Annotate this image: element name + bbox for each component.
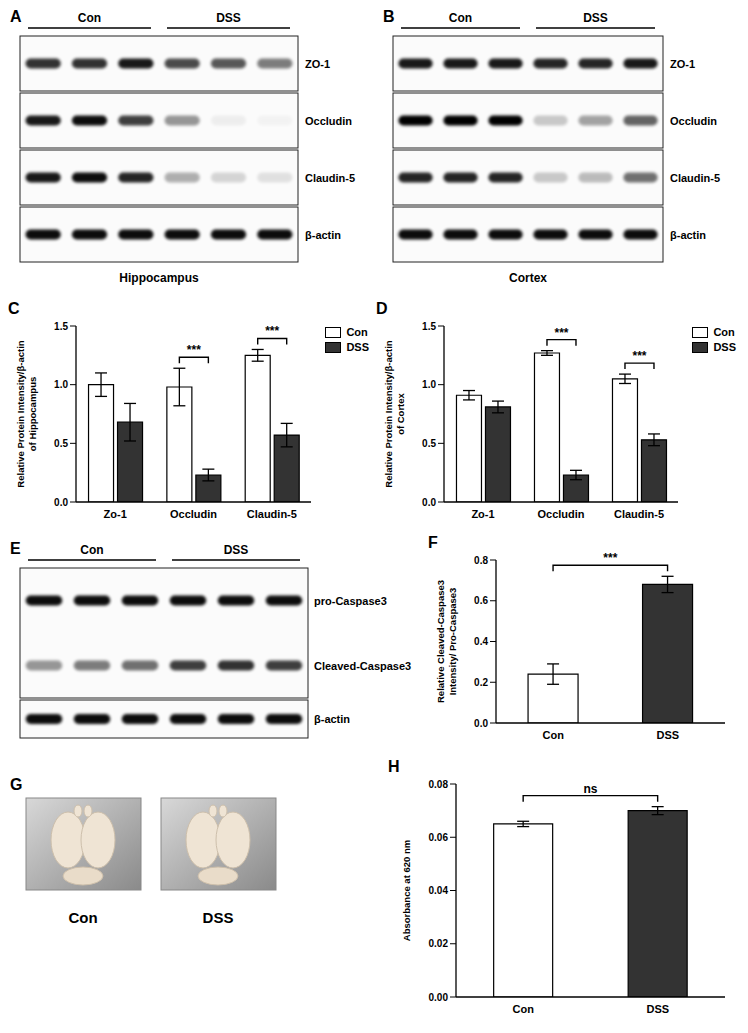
svg-text:Occludin: Occludin	[537, 508, 584, 520]
svg-text:1.0: 1.0	[54, 379, 68, 390]
svg-text:1.0: 1.0	[422, 379, 436, 390]
svg-text:0.8: 0.8	[474, 555, 488, 566]
svg-text:0.6: 0.6	[474, 595, 488, 606]
svg-text:0.04: 0.04	[429, 885, 449, 896]
svg-text:Hippocampus: Hippocampus	[119, 271, 199, 285]
svg-text:E: E	[10, 540, 21, 557]
svg-text:Con: Con	[513, 1003, 535, 1015]
svg-text:pro-Caspase3: pro-Caspase3	[314, 595, 387, 607]
svg-text:Relative Cleaved-Caspase3Inten: Relative Cleaved-Caspase3Intensity/ Pro-…	[435, 580, 458, 703]
svg-text:ns: ns	[583, 782, 597, 796]
html-text:D: D	[376, 300, 388, 317]
svg-text:DSS: DSS	[216, 11, 241, 25]
svg-text:Claudin-5: Claudin-5	[247, 508, 297, 520]
svg-text:Relative Protein Intensity/β-a: Relative Protein Intensity/β-actinof Hip…	[15, 340, 38, 487]
svg-text:Con: Con	[80, 543, 103, 557]
svg-text:Claudin-5: Claudin-5	[614, 508, 664, 520]
svg-text:0.0: 0.0	[422, 497, 436, 508]
svg-text:***: ***	[632, 349, 646, 363]
svg-text:0.00: 0.00	[429, 992, 449, 1003]
svg-text:Con: Con	[68, 909, 97, 926]
svg-text:DSS: DSS	[583, 11, 608, 25]
svg-text:***: ***	[603, 551, 617, 565]
html-text:DSS: DSS	[713, 341, 736, 353]
svg-text:1.5: 1.5	[54, 321, 68, 332]
svg-text:0.06: 0.06	[429, 832, 449, 843]
html-text:F: F	[428, 534, 438, 551]
svg-text:Con: Con	[78, 11, 101, 25]
svg-text:Cleaved-Caspase3: Cleaved-Caspase3	[314, 660, 411, 672]
svg-text:Con: Con	[543, 729, 565, 741]
svg-text:0.0: 0.0	[54, 497, 68, 508]
svg-text:Occludin: Occludin	[170, 508, 217, 520]
svg-text:DSS: DSS	[203, 909, 234, 926]
svg-text:Relative Protein Intensity/β-a: Relative Protein Intensity/β-actinof Cor…	[383, 340, 406, 487]
svg-text:0.5: 0.5	[54, 438, 68, 449]
svg-text:0.4: 0.4	[474, 636, 488, 647]
html-text:Con: Con	[713, 326, 735, 338]
svg-text:ZO-1: ZO-1	[670, 58, 695, 70]
svg-text:0.0: 0.0	[474, 718, 488, 729]
svg-text:Claudin-5: Claudin-5	[670, 172, 720, 184]
svg-text:DSS: DSS	[656, 729, 679, 741]
svg-text:***: ***	[265, 324, 279, 338]
svg-text:1.5: 1.5	[422, 321, 436, 332]
svg-text:Zo-1: Zo-1	[104, 508, 127, 520]
svg-text:β-actin: β-actin	[314, 713, 350, 725]
svg-text:DSS: DSS	[646, 1003, 669, 1015]
svg-text:β-actin: β-actin	[670, 229, 706, 241]
svg-text:0.02: 0.02	[429, 938, 449, 949]
html-text:DSS: DSS	[346, 341, 369, 353]
svg-text:Cortex: Cortex	[509, 271, 547, 285]
html-text:C: C	[8, 300, 20, 317]
svg-text:B: B	[383, 8, 395, 25]
svg-text:0.2: 0.2	[474, 677, 488, 688]
svg-text:***: ***	[187, 343, 201, 357]
svg-text:0.08: 0.08	[429, 779, 449, 790]
svg-text:***: ***	[554, 326, 568, 340]
svg-text:A: A	[10, 8, 22, 25]
svg-text:DSS: DSS	[224, 543, 249, 557]
svg-text:0.5: 0.5	[422, 438, 436, 449]
svg-text:β-actin: β-actin	[305, 229, 341, 241]
svg-text:G: G	[10, 776, 22, 793]
svg-text:Zo-1: Zo-1	[471, 508, 494, 520]
svg-text:ZO-1: ZO-1	[305, 58, 330, 70]
html-text:Con: Con	[346, 326, 368, 338]
svg-text:Occludin: Occludin	[670, 115, 717, 127]
svg-text:Absorbance at 620 nm: Absorbance at 620 nm	[401, 840, 412, 941]
svg-text:Con: Con	[449, 11, 472, 25]
html-text:H: H	[388, 758, 400, 775]
svg-text:Claudin-5: Claudin-5	[305, 172, 355, 184]
svg-text:Occludin: Occludin	[305, 115, 352, 127]
